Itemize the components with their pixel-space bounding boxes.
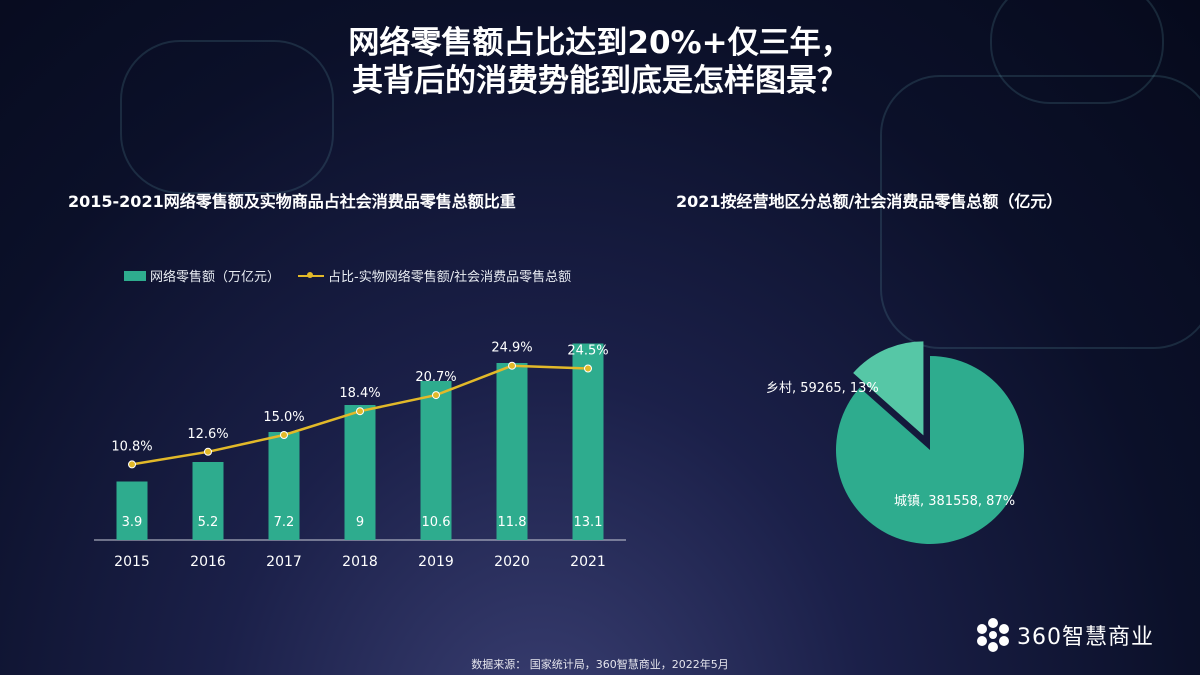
- bar: [496, 363, 528, 540]
- bar-value-label: 3.9: [122, 515, 143, 530]
- brand-name: 360智慧商业: [1017, 625, 1154, 650]
- line-value-label: 20.7%: [415, 370, 456, 385]
- pie-chart-title: 2021按经营地区分总额/社会消费品零售总额（亿元）: [676, 192, 1063, 211]
- line-value-label: 24.9%: [491, 341, 532, 356]
- line-point: [204, 447, 212, 456]
- x-tick-label: 2020: [494, 554, 530, 570]
- chart-legend: 网络零售额（万亿元） 占比-实物网络零售额/社会消费品零售总额: [124, 266, 571, 285]
- brand-logo: 360智慧商业: [975, 617, 1154, 653]
- pie-label: 乡村, 59265, 13%: [766, 381, 879, 396]
- line-point: [128, 460, 136, 469]
- bar: [344, 405, 376, 540]
- x-tick-label: 2017: [266, 554, 302, 570]
- x-tick-label: 2015: [114, 554, 150, 570]
- x-tick-label: 2018: [342, 554, 378, 570]
- legend-line-label: 占比-实物网络零售额/社会消费品零售总额: [328, 270, 572, 285]
- x-tick-label: 2016: [190, 554, 226, 570]
- bar: [116, 481, 148, 540]
- line-value-label: 10.8%: [111, 439, 152, 454]
- legend-bar-label: 网络零售额（万亿元）: [150, 270, 281, 285]
- line-point: [584, 364, 592, 373]
- flower-logo-icon: [977, 618, 1009, 652]
- bar: [572, 343, 604, 540]
- bar-chart-title: 2015-2021网络零售额及实物商品占社会消费品零售总额比重: [68, 192, 516, 211]
- line-value-label: 12.6%: [187, 427, 228, 442]
- bar: [420, 381, 452, 540]
- line-point: [432, 391, 440, 400]
- bar-value-label: 11.8: [498, 515, 527, 530]
- line-value-label: 18.4%: [339, 386, 380, 401]
- bar-value-label: 9: [356, 515, 364, 530]
- x-tick-label: 2021: [570, 554, 606, 570]
- background-decoration: [120, 40, 334, 194]
- bar-value-label: 10.6: [422, 515, 451, 530]
- legend-bar-swatch: [124, 270, 146, 281]
- x-tick-label: 2019: [418, 554, 454, 570]
- page-title: 网络零售额占比达到20%+仅三年， 其背后的消费势能到底是怎样图景？: [0, 24, 1200, 100]
- pie-label: 城镇, 381558, 87%: [894, 494, 1015, 509]
- bar-value-label: 13.1: [574, 515, 603, 530]
- line-point: [356, 407, 364, 416]
- line-point: [280, 431, 288, 439]
- line-value-label: 24.5%: [567, 344, 608, 359]
- legend-line-swatch: [298, 271, 325, 278]
- pie-slice: [853, 341, 924, 436]
- pie-slice: [836, 356, 1024, 544]
- line-point: [508, 361, 516, 370]
- line-value-label: 15.0%: [263, 410, 304, 425]
- background-decoration: [990, 0, 1164, 104]
- bar-value-label: 7.2: [274, 515, 295, 530]
- page-title-line2: 其背后的消费势能到底是怎样图景？: [352, 63, 848, 99]
- bar: [192, 462, 224, 540]
- page-title-line1: 网络零售额占比达到20%+仅三年，: [348, 25, 852, 61]
- data-source-note: 数据来源： 国家统计局，360智慧商业，2022年5月: [471, 658, 729, 671]
- bar-value-label: 5.2: [198, 515, 219, 530]
- bar: [268, 432, 300, 540]
